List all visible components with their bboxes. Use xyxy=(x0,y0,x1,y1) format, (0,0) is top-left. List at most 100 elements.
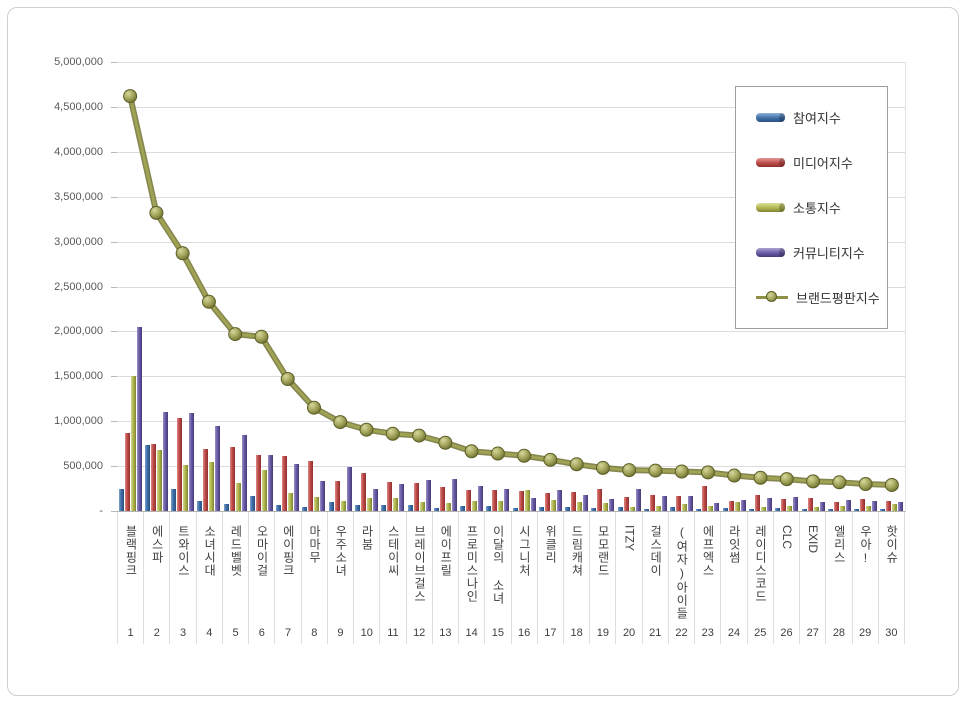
bar-group-24 xyxy=(721,62,747,511)
bar-미디어지수-ITZY xyxy=(623,496,629,511)
line-marker-위클리 xyxy=(543,452,558,467)
bar-커뮤니티지수-이달의 소녀 xyxy=(504,488,510,511)
legend-line-swatch xyxy=(756,291,788,304)
bar-소통지수-에프엑스 xyxy=(708,505,714,511)
gridline xyxy=(117,376,905,378)
bar-미디어지수-레이디스코드 xyxy=(755,494,760,511)
gridline xyxy=(117,196,905,198)
y-axis-tick xyxy=(111,511,117,512)
category-label: 우주소녀 xyxy=(333,525,348,577)
bar-group-6 xyxy=(248,62,274,511)
gridline xyxy=(117,62,905,63)
category-label: 시그니처 xyxy=(517,525,532,577)
y-axis-tick xyxy=(111,331,117,333)
bar-참여지수-마마무 xyxy=(302,506,308,511)
bar-group-16 xyxy=(511,62,537,511)
gridline xyxy=(117,331,905,333)
x-category-4: 소녀시대 4 xyxy=(197,512,223,644)
rank-label: 11 xyxy=(387,627,399,639)
rank-label: 7 xyxy=(284,627,292,639)
legend: 참여지수 미디어지수 소통지수 커뮤니티지수 브랜드평판지수 xyxy=(735,86,888,329)
rank-label: 26 xyxy=(780,627,793,639)
bar-미디어지수-시그니처 xyxy=(518,491,524,511)
line-marker-우아! xyxy=(858,477,873,492)
bar-미디어지수-(여자)아이들 xyxy=(676,495,682,511)
legend-item-브랜드평판지수: 브랜드평판지수 xyxy=(756,288,883,307)
y-axis-tick xyxy=(111,286,117,288)
bar-커뮤니티지수-우아! xyxy=(872,501,878,511)
rank-label: 22 xyxy=(675,627,688,639)
rank-label: 6 xyxy=(258,627,265,639)
bar-소통지수-라잇썸 xyxy=(734,502,740,511)
bar-소통지수-걸스데이 xyxy=(655,505,661,511)
bar-참여지수-에이핑크 xyxy=(276,504,282,511)
category-label: 오마이걸 xyxy=(255,525,270,577)
category-label: 스테이씨 xyxy=(386,525,401,577)
line-marker-라잇썸 xyxy=(727,468,742,483)
rank-label: 5 xyxy=(232,627,239,639)
bar-소통지수-핫이슈 xyxy=(892,504,898,511)
line-marker-시그니처 xyxy=(517,448,532,463)
bar-커뮤니티지수-라잇썸 xyxy=(740,499,746,511)
bar-참여지수-오마이걸 xyxy=(249,495,255,511)
bar-미디어지수-브레이브걸스 xyxy=(413,483,419,511)
bar-미디어지수-에프엑스 xyxy=(702,485,708,511)
y-axis-tick xyxy=(111,196,117,198)
y-axis-tick xyxy=(111,106,117,108)
bar-미디어지수-엘리스 xyxy=(833,501,839,511)
line-marker-프로미스나인 xyxy=(464,444,479,459)
x-category-1: 블랙핑크 1 xyxy=(117,512,145,644)
y-axis-label: 500,000 xyxy=(63,460,103,473)
bar-커뮤니티지수-브레이브걸스 xyxy=(425,480,431,511)
category-label: 마마무 xyxy=(307,525,322,564)
bar-group-15 xyxy=(485,62,511,511)
line-marker-오마이걸 xyxy=(254,329,269,344)
x-category-23: 에프엑스 23 xyxy=(695,512,722,644)
y-axis-label: 3,000,000 xyxy=(54,235,103,248)
y-axis-tick xyxy=(111,62,117,63)
bar-소통지수-드림캐쳐 xyxy=(577,502,583,511)
line-marker-에이핑크 xyxy=(280,371,295,386)
bar-group-12 xyxy=(406,62,432,511)
y-axis-label: 1,000,000 xyxy=(54,415,103,428)
x-category-13: 에이프릴 13 xyxy=(433,512,460,644)
gridline xyxy=(117,466,905,468)
rank-label: 4 xyxy=(206,627,213,639)
bar-참여지수-레드벨벳 xyxy=(223,503,229,511)
rank-label: 21 xyxy=(649,627,662,639)
bar-미디어지수-에스파 xyxy=(150,443,156,511)
bar-참여지수-소녀시대 xyxy=(197,501,203,511)
x-category-5: 레드벨벳 5 xyxy=(223,512,250,644)
bar-커뮤니티지수-모모랜드 xyxy=(609,499,615,511)
bar-커뮤니티지수-스테이씨 xyxy=(399,484,405,511)
legend-label: 소통지수 xyxy=(793,201,841,216)
y-axis-label: 4,000,000 xyxy=(54,145,103,158)
category-label: 프로미스나인 xyxy=(464,525,479,603)
bar-커뮤니티지수-에스파 xyxy=(162,412,168,511)
bar-미디어지수-EXID xyxy=(807,497,813,511)
line-marker-브레이브걸스 xyxy=(412,428,427,443)
x-category-11: 스테이씨 11 xyxy=(380,512,407,644)
category-label: 블랙핑크 xyxy=(123,525,138,577)
bar-group-25 xyxy=(747,62,773,511)
bar-참여지수-라붐 xyxy=(355,504,361,511)
line-marker-라붐 xyxy=(359,422,374,437)
gridline xyxy=(117,241,905,243)
category-label: 걸스데이 xyxy=(648,525,663,577)
bar-group-28 xyxy=(826,62,852,511)
bar-참여지수-이달의 소녀 xyxy=(486,505,492,511)
y-axis-tick xyxy=(111,241,117,243)
line-marker-모모랜드 xyxy=(595,460,610,475)
bar-참여지수-EXID xyxy=(801,509,807,511)
category-label: 소녀시대 xyxy=(202,525,217,577)
category-label: 트와이스 xyxy=(176,525,191,577)
rank-label: 20 xyxy=(622,627,636,639)
bar-소통지수-브레이브걸스 xyxy=(419,502,425,511)
line-marker-엘리스 xyxy=(832,475,847,490)
legend-item-참여지수: 참여지수 xyxy=(756,108,883,127)
bar-참여지수-에프엑스 xyxy=(696,509,702,511)
legend-label: 커뮤니티지수 xyxy=(793,246,865,261)
bar-참여지수-ITZY xyxy=(617,507,623,511)
rank-label: 18 xyxy=(570,627,583,639)
category-label: EXID xyxy=(806,525,820,554)
